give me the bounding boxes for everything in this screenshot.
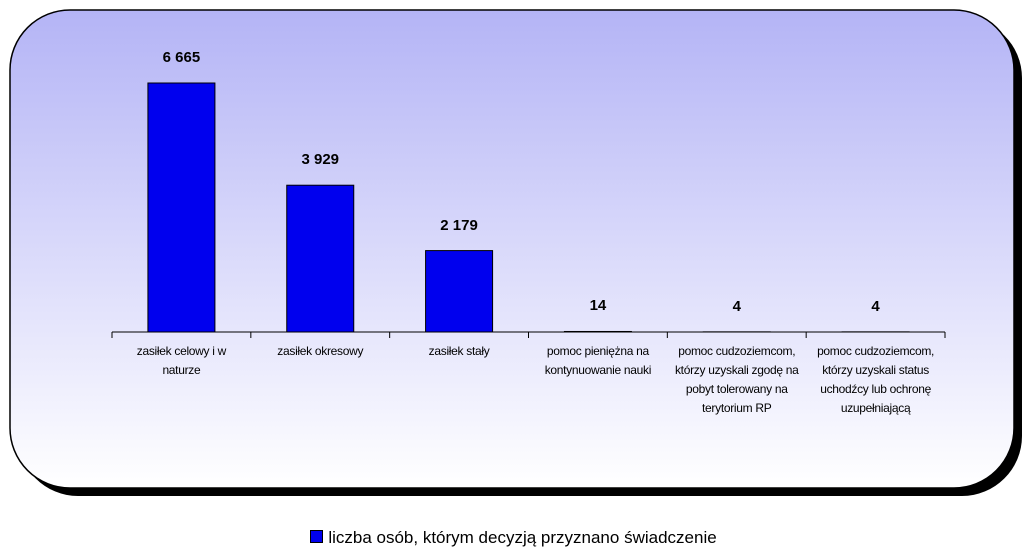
bar (425, 250, 494, 333)
legend: liczba osób, którym decyzją przyznano św… (0, 528, 1027, 548)
x-tick-label: pomoc cudzoziemcom, którzy uzyskali stat… (817, 344, 935, 415)
x-tick-label: pomoc cudzoziemcom, którzy uzyskali zgod… (674, 344, 799, 415)
value-label: 4 (871, 297, 880, 315)
value-label: 14 (589, 297, 607, 315)
value-label: 6 665 (162, 49, 201, 66)
legend-swatch (310, 530, 324, 543)
bar (563, 330, 632, 333)
legend-label: liczba osób, którym decyzją przyznano św… (328, 528, 717, 547)
x-tick-label: zasiłek celowy i w naturze (136, 344, 227, 377)
x-tick-label: zasiłek okresowy (277, 344, 364, 358)
bar (286, 184, 355, 333)
value-label: 2 179 (440, 216, 478, 234)
x-tick-label: zasiłek stały (428, 344, 490, 358)
value-label: 4 (732, 297, 741, 315)
bar (147, 82, 216, 333)
value-label: 3 929 (301, 151, 340, 169)
plot-frame (9, 9, 1015, 489)
x-tick-label: pomoc pieniężna na kontynuowanie nauki (544, 344, 652, 377)
